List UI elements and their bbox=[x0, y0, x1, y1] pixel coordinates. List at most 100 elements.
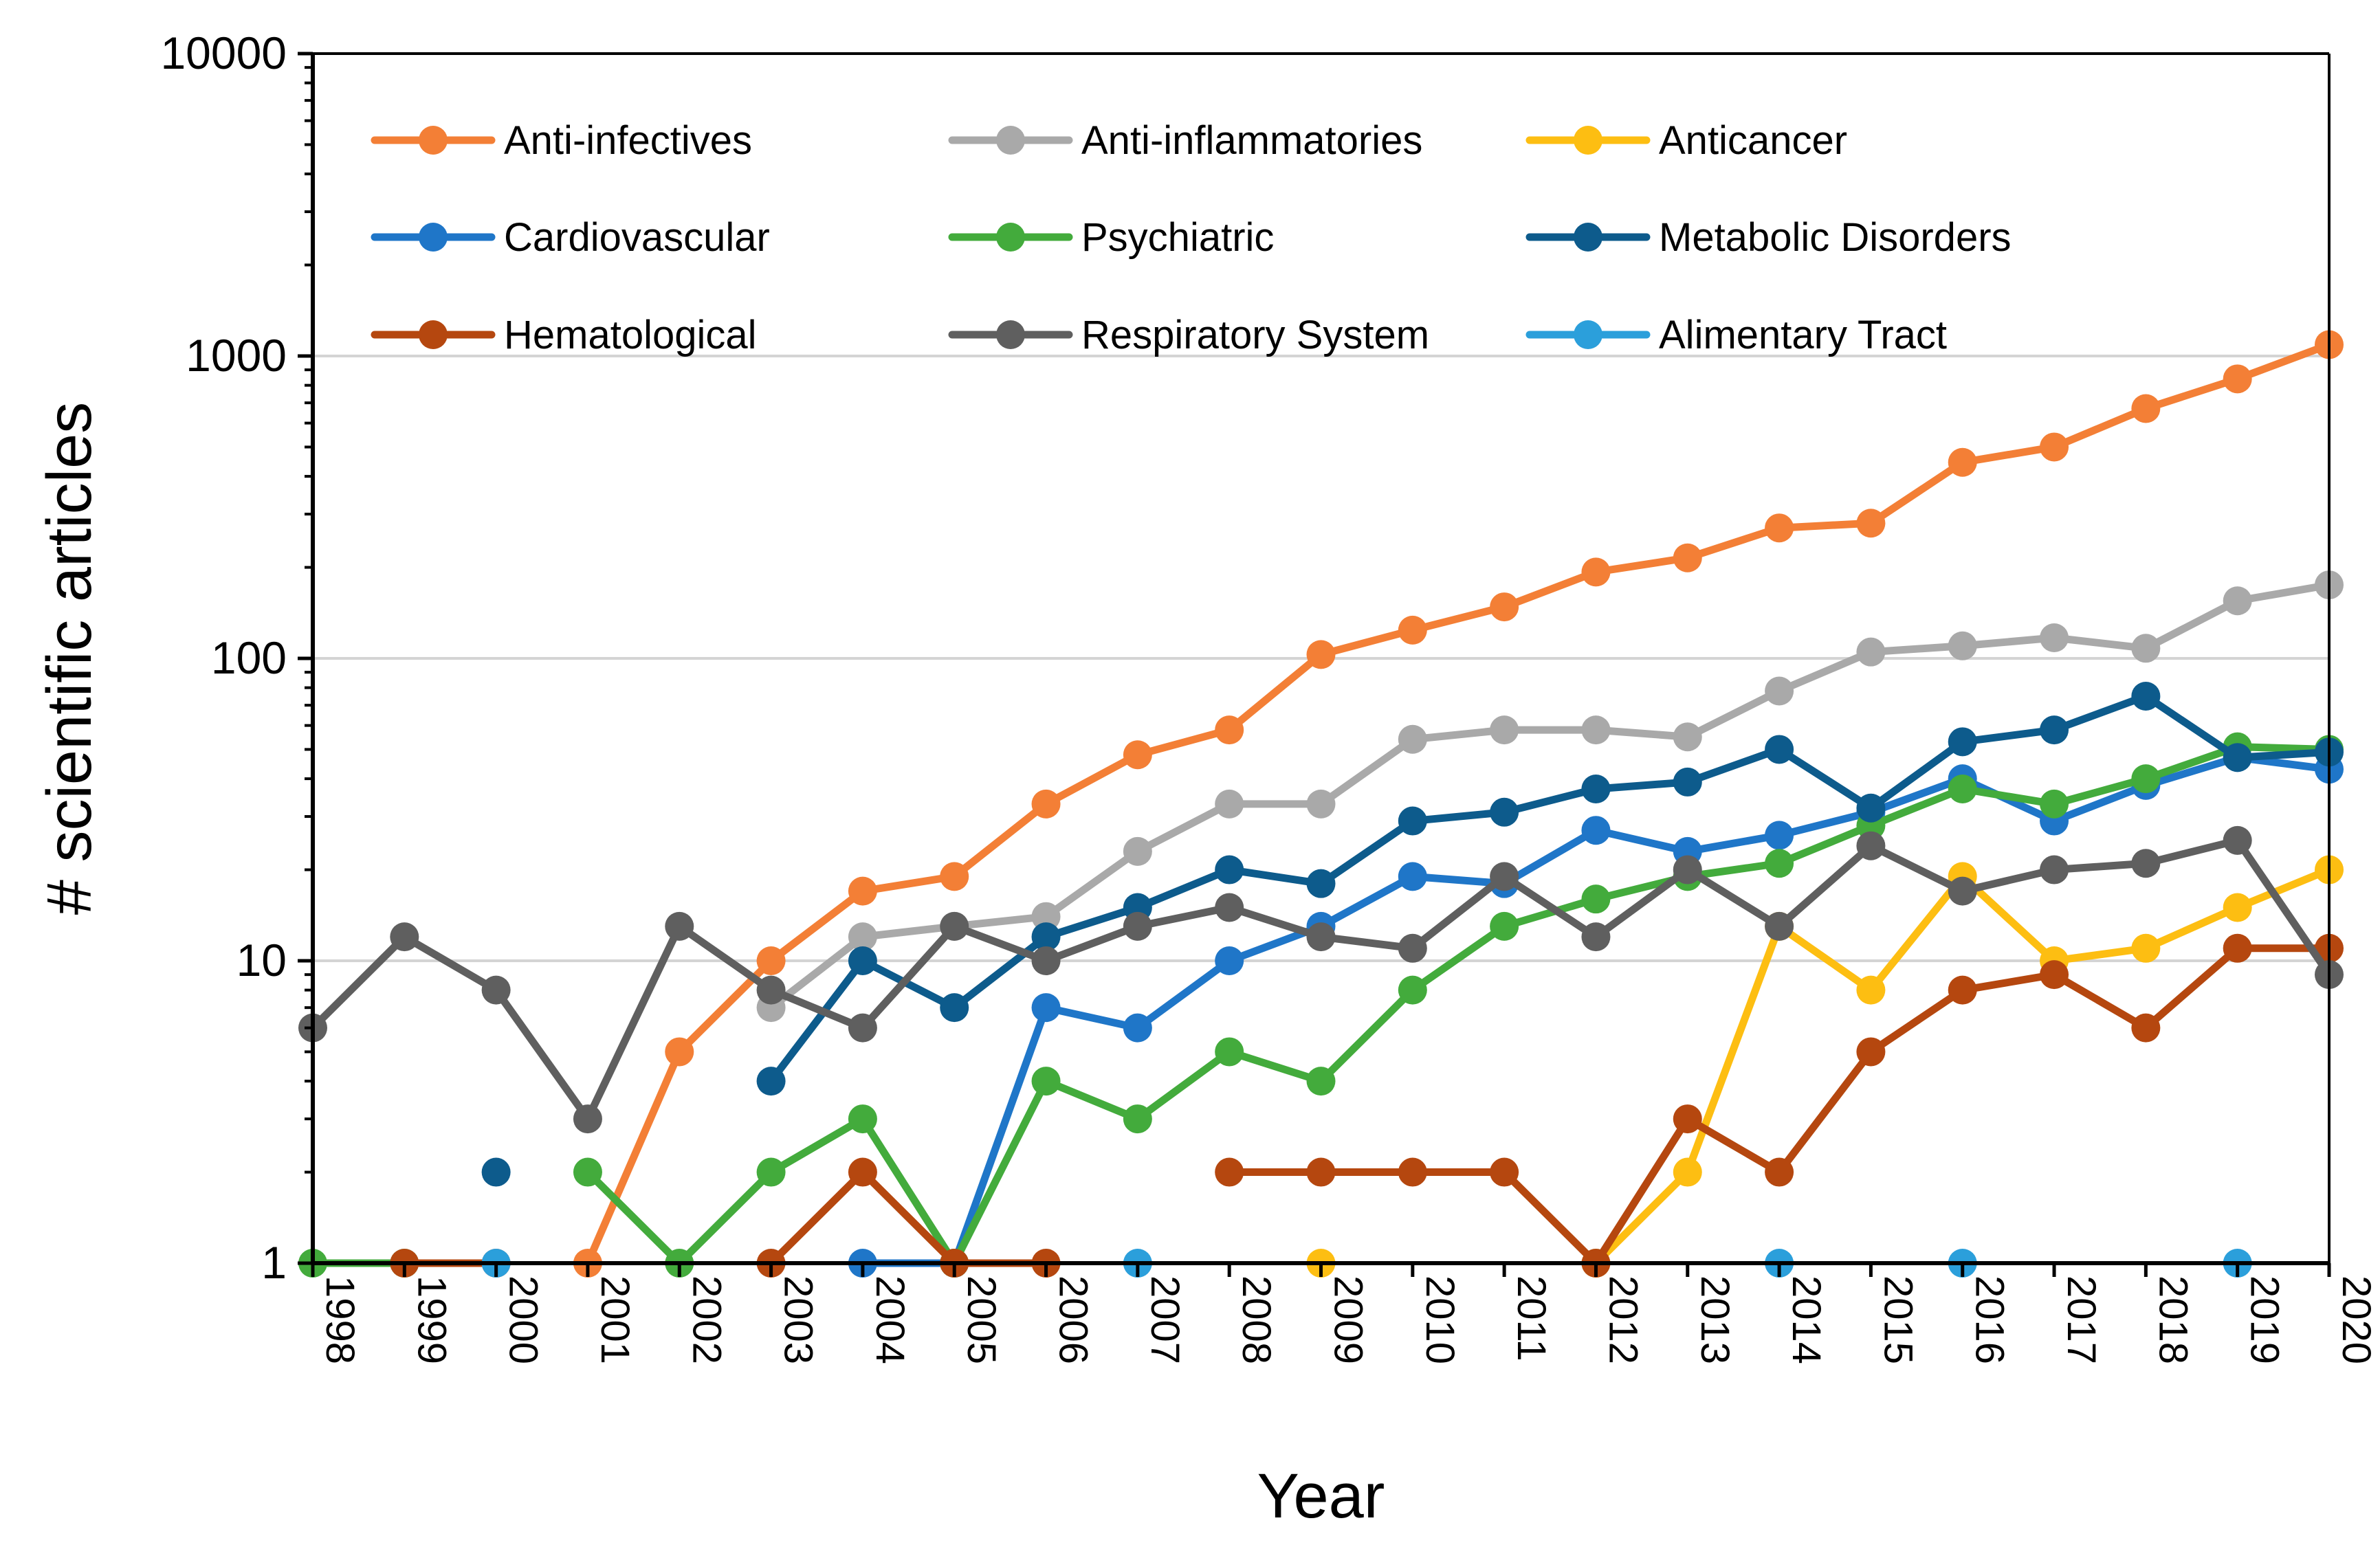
data-point bbox=[1031, 1067, 1061, 1096]
data-point bbox=[390, 922, 419, 952]
y-tick-label: 10 bbox=[236, 935, 287, 986]
data-point bbox=[1856, 793, 1886, 823]
legend-item: Anti-inflammatories bbox=[948, 118, 1422, 163]
y-axis-ticks: 1 10 100 1000 10000 bbox=[160, 27, 313, 1288]
data-point bbox=[1673, 767, 1702, 797]
data-point bbox=[1215, 893, 1244, 922]
legend-item: Respiratory System bbox=[948, 313, 1429, 357]
legend-item: Anticancer bbox=[1525, 118, 1847, 163]
data-point bbox=[1306, 640, 1336, 669]
series-anticancer bbox=[1306, 855, 2344, 1278]
legend-swatch-marker bbox=[419, 223, 448, 252]
data-point bbox=[756, 1067, 786, 1096]
series-line bbox=[584, 341, 2333, 1267]
data-point bbox=[2040, 855, 2069, 884]
data-point bbox=[2223, 825, 2252, 855]
legend-label: Psychiatric bbox=[1081, 215, 1274, 260]
legend-label: Cardiovascular bbox=[504, 215, 770, 260]
data-point bbox=[1490, 911, 1519, 941]
series-lines bbox=[298, 330, 2344, 1278]
series-line bbox=[767, 692, 2333, 1085]
data-point bbox=[2131, 394, 2161, 423]
data-point bbox=[940, 862, 969, 891]
data-point bbox=[756, 946, 786, 975]
x-tick-label: 2008 bbox=[1234, 1276, 1279, 1364]
y-tick-label: 1000 bbox=[186, 330, 287, 381]
data-point bbox=[1490, 862, 1519, 891]
data-point bbox=[2131, 933, 2161, 963]
x-tick-label: 2004 bbox=[868, 1276, 912, 1364]
legend: Anti-infectives Anti-inflammatories Antica… bbox=[371, 118, 2012, 357]
x-tick-label: 2014 bbox=[1784, 1276, 1829, 1364]
data-point bbox=[1490, 715, 1519, 745]
data-point bbox=[2040, 623, 2069, 652]
data-point bbox=[1398, 975, 1427, 1005]
legend-swatch-marker bbox=[419, 126, 448, 155]
data-point bbox=[1765, 849, 1794, 878]
data-point bbox=[2223, 893, 2252, 922]
data-point bbox=[1948, 876, 1977, 906]
x-tick-label: 2005 bbox=[959, 1276, 1004, 1364]
x-tick-label: 2007 bbox=[1143, 1276, 1187, 1364]
data-point bbox=[1948, 774, 1977, 803]
data-point bbox=[1031, 993, 1061, 1023]
series-line bbox=[1591, 866, 2333, 1267]
data-point bbox=[2040, 715, 2069, 745]
x-tick-label: 2011 bbox=[1509, 1276, 1554, 1361]
data-point bbox=[1673, 722, 1702, 752]
data-point bbox=[2223, 933, 2252, 963]
data-point bbox=[665, 1037, 694, 1067]
data-point bbox=[1215, 855, 1244, 884]
data-point bbox=[1398, 933, 1427, 963]
data-point bbox=[1948, 631, 1977, 660]
legend-label: Anti-infectives bbox=[504, 118, 752, 163]
series-line bbox=[584, 743, 2333, 1267]
data-point bbox=[756, 975, 786, 1005]
x-tick-label: 2003 bbox=[776, 1276, 821, 1364]
data-point bbox=[1123, 836, 1152, 866]
legend-item: Alimentary Tract bbox=[1525, 313, 1947, 357]
y-tick-label: 10000 bbox=[160, 27, 287, 78]
data-point bbox=[1398, 615, 1427, 645]
legend-item: Cardiovascular bbox=[371, 215, 770, 260]
legend-item: Metabolic Disorders bbox=[1525, 215, 2012, 260]
data-point bbox=[1581, 715, 1611, 745]
y-tick-label: 1 bbox=[261, 1237, 287, 1288]
x-tick-label: 2020 bbox=[2334, 1276, 2379, 1364]
data-point bbox=[1673, 543, 1702, 572]
x-tick-label: 2001 bbox=[593, 1276, 637, 1364]
data-point bbox=[1031, 902, 1061, 931]
data-point bbox=[1398, 724, 1427, 754]
data-point bbox=[1306, 869, 1336, 898]
data-point bbox=[1306, 789, 1336, 819]
data-point bbox=[848, 922, 877, 952]
data-point bbox=[1581, 774, 1611, 803]
x-tick-label: 2012 bbox=[1600, 1276, 1645, 1364]
data-point bbox=[1490, 1157, 1519, 1187]
legend-label: Anticancer bbox=[1659, 118, 1847, 163]
data-point bbox=[2040, 432, 2069, 462]
data-point bbox=[1765, 735, 1794, 764]
series-respiratory-system bbox=[298, 825, 2344, 1134]
data-point bbox=[2223, 364, 2252, 394]
data-point bbox=[2131, 681, 2161, 711]
x-axis-ticks: 1998 1999 2000 2001 2002 2003 2004 2005 2006 2007… bbox=[311, 1263, 2379, 1364]
data-point bbox=[1031, 922, 1061, 952]
x-tick-label: 2018 bbox=[2150, 1276, 2195, 1364]
data-point bbox=[1215, 1037, 1244, 1067]
data-point bbox=[573, 1104, 602, 1134]
x-tick-label: 2006 bbox=[1051, 1276, 1096, 1364]
data-point bbox=[1398, 806, 1427, 836]
data-point bbox=[1215, 789, 1244, 819]
data-point bbox=[2131, 849, 2161, 878]
data-point bbox=[1306, 1157, 1336, 1187]
data-point bbox=[940, 911, 969, 941]
series-anti-infectives bbox=[573, 330, 2344, 1278]
data-point bbox=[1123, 911, 1152, 941]
data-point bbox=[1673, 1104, 1702, 1134]
legend-label: Alimentary Tract bbox=[1659, 313, 1947, 357]
data-point bbox=[940, 993, 969, 1023]
series-line bbox=[1225, 944, 2333, 1267]
